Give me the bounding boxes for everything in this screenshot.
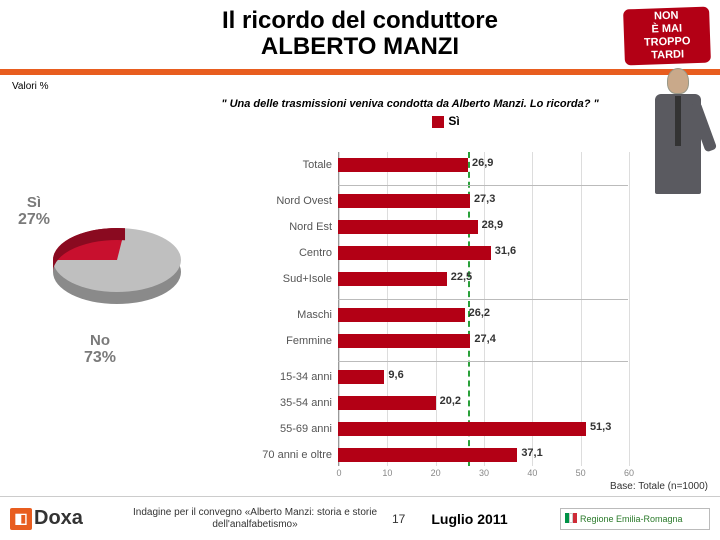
bar-value: 27,4 [474,333,495,345]
bar-value: 26,9 [472,157,493,169]
bar-category: 55-69 anni [246,423,338,435]
bar-chart: Sì 0102030405060 Totale26,9Nord Ovest27,… [246,114,646,474]
legend-swatch [432,116,444,128]
bar-row: Sud+Isole 22,5 [246,268,646,290]
badge-line: NON [654,9,679,23]
bar-value: 51,3 [590,421,611,433]
title-line-2: ALBERTO MANZI [261,33,459,60]
bar-fill [338,220,478,234]
pie-yes-text: Sì [27,194,41,211]
bar-value: 27,3 [474,193,495,205]
badge-line: TARDI [651,49,684,63]
pie-yes-label: Sì 27% [18,194,50,229]
page-title: Il ricordo del conduttore ALBERTO MANZI [0,8,720,61]
bar-fill [338,308,465,322]
bar-fill [338,194,470,208]
bar-fill [338,448,517,462]
bar-fill [338,246,491,260]
bar-value: 31,6 [495,245,516,257]
valori-label: Valori % [12,81,720,92]
bar-fill [338,334,470,348]
bar-row: 70 anni e oltre 37,1 [246,444,646,466]
header: Il ricordo del conduttore ALBERTO MANZI [0,0,720,65]
bar-row: Totale 26,9 [246,154,646,176]
badge-non-e-mai-troppo-tardi: NON È MAI TROPPO TARDI [623,7,711,66]
bar-row: Nord Ovest 27,3 [246,190,646,212]
bar-value: 9,6 [388,369,403,381]
bar-row: Nord Est 28,9 [246,216,646,238]
pie-chart: Sì 27% No 73% [12,200,222,380]
pie-no-label: No 73% [84,332,116,367]
bar-value: 37,1 [521,447,542,459]
footer-date: Luglio 2011 [417,511,521,527]
bars-container: 0102030405060 Totale26,9Nord Ovest27,3No… [246,132,646,452]
footer-bar: ◧Doxa Indagine per il convegno «Alberto … [0,496,720,540]
bar-row: 55-69 anni 51,3 [246,418,646,440]
bar-fill [338,158,468,172]
bar-category: Femmine [246,335,338,347]
bar-row: Maschi 26,2 [246,304,646,326]
bar-row: Femmine 27,4 [246,330,646,352]
bar-fill [338,422,586,436]
bar-fill [338,370,384,384]
bar-fill [338,272,447,286]
base-note: Base: Totale (n=1000) [0,481,720,496]
bar-fill [338,396,436,410]
flag-icon [565,513,577,525]
bar-legend: Sì [246,114,646,128]
bar-row: Centro 31,6 [246,242,646,264]
bar-category: Nord Ovest [246,195,338,207]
pie-svg [32,200,202,320]
doxa-icon: ◧ [10,508,32,530]
bar-value: 20,2 [440,395,461,407]
pie-yes-pct: 27% [18,211,50,228]
region-text: Regione Emilia-Romagna [580,514,683,524]
bar-category: 15-34 anni [246,371,338,383]
bar-category: Sud+Isole [246,273,338,285]
pie-no-pct: 73% [84,349,116,366]
doxa-logo: ◧Doxa [10,507,130,530]
bar-category: 70 anni e oltre [246,449,338,461]
region-logo: Regione Emilia-Romagna [560,508,710,530]
bar-row: 15-34 anni 9,6 [246,366,646,388]
content-area: Sì 27% No 73% Sì 0102030405060 Totale26,… [0,114,720,474]
legend-label: Sì [448,114,459,128]
pie-no-text: No [90,332,110,349]
bar-category: 35-54 anni [246,397,338,409]
accent-bar [0,69,720,75]
bar-category: Nord Est [246,221,338,233]
doxa-text: Doxa [34,507,83,530]
survey-question: " Una delle trasmissioni veniva condotta… [140,98,680,110]
footer: Base: Totale (n=1000) ◧Doxa Indagine per… [0,481,720,540]
bar-value: 26,2 [469,307,490,319]
page-number: 17 [380,512,417,526]
bar-row: 35-54 anni 20,2 [246,392,646,414]
footer-caption: Indagine per il convegno «Alberto Manzi:… [130,507,380,531]
bar-value: 22,5 [451,271,472,283]
bar-value: 28,9 [482,219,503,231]
bar-category: Maschi [246,309,338,321]
bar-category: Totale [246,159,338,171]
title-line-1: Il ricordo del conduttore [222,7,498,34]
bar-category: Centro [246,247,338,259]
badge-line: È MAI [651,22,682,36]
